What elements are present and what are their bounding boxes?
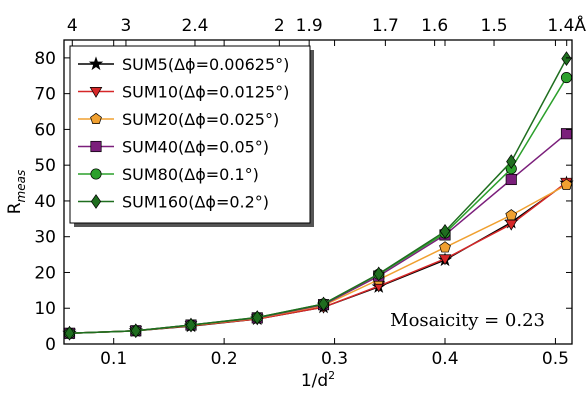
x-tick-label: 0.3 — [321, 349, 348, 369]
legend-marker — [90, 194, 102, 209]
data-point — [505, 173, 517, 186]
y-axis-label: Rmeas — [5, 170, 28, 215]
top-tick-label: 1.5 — [481, 16, 508, 36]
data-point — [560, 72, 573, 84]
data-point — [130, 323, 141, 339]
data-point — [438, 254, 452, 266]
data-point — [439, 223, 451, 239]
x-tick-label: 0.1 — [100, 349, 127, 369]
legend-label: SUM160(Δϕ=0.2°) — [122, 193, 269, 212]
top-tick-label: 2 — [274, 16, 285, 36]
y-tick-label: 0 — [45, 335, 56, 355]
plot-area — [62, 51, 574, 341]
legend-label: SUM80(Δϕ=0.1°) — [122, 165, 259, 184]
top-tick-label: 2.4 — [181, 16, 208, 36]
data-point — [439, 241, 451, 253]
mosaicity-annotation: Mosaicity = 0.23 — [390, 310, 545, 331]
legend-label: SUM20(Δϕ=0.025°) — [122, 110, 279, 129]
y-tick-label: 80 — [34, 49, 56, 69]
axes: 0.1 0.2 0.3 0.4 0.5 4 3 2.4 2 1.9 1.7 1.6 1.5 1.4Å 0 10… — [5, 14, 586, 391]
y-tick-label: 30 — [34, 228, 56, 248]
top-tick-label: 1.7 — [372, 16, 399, 36]
y-tick-label: 60 — [34, 120, 56, 140]
y-tick-label: 20 — [34, 263, 56, 283]
y-tick-label: 50 — [34, 156, 56, 176]
x-tick-label: 0.2 — [211, 349, 238, 369]
legend-marker — [90, 168, 102, 180]
top-tick-label: 1.9 — [296, 16, 323, 36]
y-tick-label: 40 — [34, 192, 56, 212]
x-tick-label: 0.4 — [431, 349, 458, 369]
y-tick-label: 70 — [34, 85, 56, 105]
data-point — [560, 128, 573, 140]
data-point — [561, 51, 572, 66]
legend-marker — [88, 56, 104, 71]
legend-box — [69, 45, 311, 224]
y-tick-label: 10 — [34, 299, 56, 319]
data-point — [185, 317, 197, 333]
legend-label: SUM5(Δϕ=0.00625°) — [122, 55, 289, 74]
x-axis-label: 1/d2 — [301, 369, 335, 391]
data-point — [506, 154, 517, 169]
data-point — [373, 266, 384, 282]
legend-marker — [89, 86, 103, 98]
top-tick-label: 1.4Å — [547, 14, 586, 36]
data-point — [252, 310, 263, 325]
legend: SUM5(Δϕ=0.00625°) SUM10(Δϕ=0.0125°) SUM20(… — [69, 45, 314, 227]
top-tick-label: 3 — [121, 16, 132, 36]
data-point — [560, 178, 573, 190]
legend-marker — [90, 112, 102, 124]
top-tick-label: 4 — [67, 16, 78, 36]
top-tick-label: 1.6 — [421, 16, 448, 36]
data-point — [318, 296, 329, 312]
x-tick-label: 0.5 — [542, 349, 569, 369]
legend-label: SUM40(Δϕ=0.05°) — [122, 138, 269, 157]
data-point — [64, 325, 75, 341]
legend-label: SUM10(Δϕ=0.0125°) — [122, 83, 289, 102]
plot-frame — [63, 39, 573, 345]
data-point — [505, 209, 518, 221]
legend-marker — [90, 140, 102, 153]
